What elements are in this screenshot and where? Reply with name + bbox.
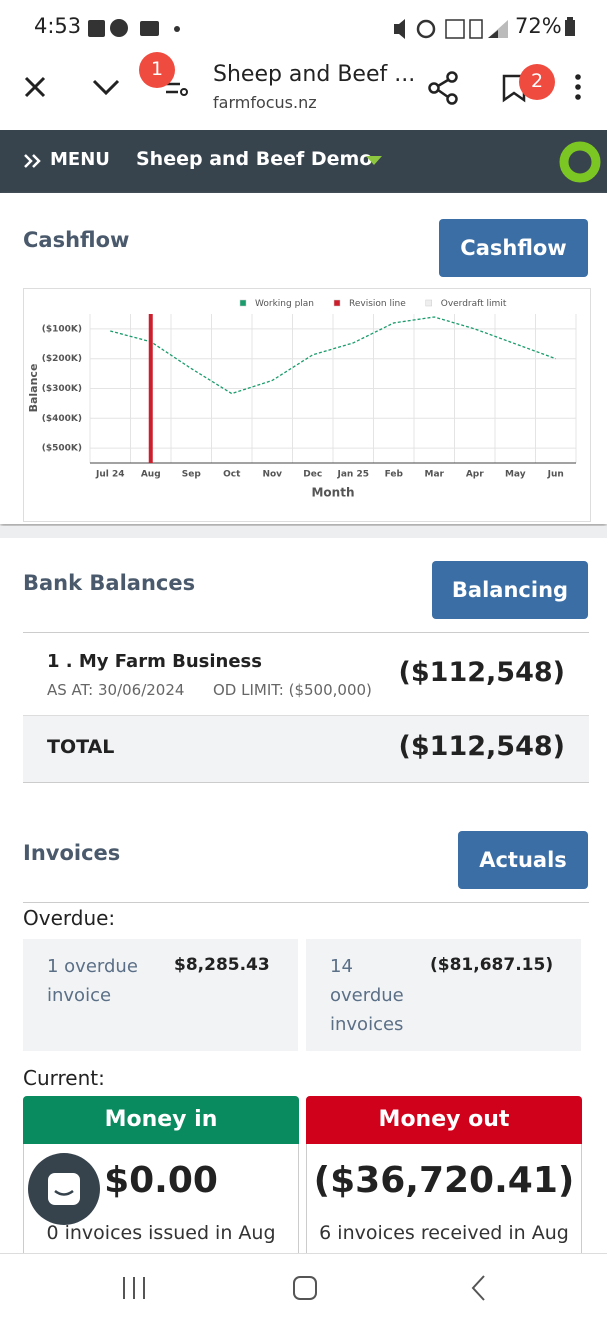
legend-swatch <box>333 299 341 307</box>
overdue-card <box>306 939 581 1051</box>
data-line <box>110 316 556 395</box>
badge-label: 1 <box>150 58 164 80</box>
battery-icon <box>565 17 575 36</box>
cashflow-chart: Balance Month ($100K) ($200K) ($300K) ($400… <box>23 288 591 522</box>
home-button[interactable] <box>293 1276 317 1300</box>
more-button[interactable] <box>575 74 581 100</box>
back-button[interactable] <box>471 1275 485 1301</box>
divider <box>23 632 589 633</box>
collapse-button[interactable] <box>92 79 120 96</box>
page-title: Sheep and Beef ... <box>213 62 416 87</box>
x-tick-label: Mar <box>425 470 445 480</box>
money-in-note: 0 invoices issued in Aug <box>46 1222 276 1244</box>
y-axis-title: Balance <box>27 364 40 413</box>
y-tick-label: ($200K) <box>42 354 82 364</box>
legend-label: Revision line <box>349 299 406 309</box>
recents-button[interactable] <box>123 1277 145 1299</box>
x-tick-label: Sep <box>182 470 202 480</box>
money-in-title: Money in <box>23 1096 299 1144</box>
total-balance: ($112,548) <box>398 731 565 762</box>
x-tick-label: May <box>505 470 526 480</box>
system-nav <box>0 1253 607 1325</box>
menu-button[interactable]: MENU <box>50 149 110 170</box>
overdue-amount: ($81,687.15) <box>430 955 554 975</box>
browser-toolbar <box>24 52 581 105</box>
money-out-title: Money out <box>306 1096 582 1144</box>
section-title: Invoices <box>23 841 121 865</box>
x-tick-label: Aug <box>141 470 161 480</box>
status-icons <box>88 19 180 37</box>
system-nav-icons <box>123 1275 485 1301</box>
close-button[interactable] <box>24 76 46 98</box>
share-button[interactable] <box>428 71 458 105</box>
legend-label: Working plan <box>255 299 314 309</box>
farm-selector[interactable]: Sheep and Beef Demo <box>136 148 373 170</box>
x-tick-label: Dec <box>303 470 322 480</box>
money-out-note: 6 invoices received in Aug <box>319 1222 569 1244</box>
x-tick-label: Jan 25 <box>337 470 370 480</box>
time: 4:53 <box>34 14 82 38</box>
x-tick-label: Nov <box>262 470 282 480</box>
status-indicator <box>559 141 601 183</box>
legend-swatch <box>239 299 247 307</box>
section-title: Cashflow <box>23 228 130 252</box>
overdue-label: Overdue: <box>23 906 116 930</box>
money-in-amount: $0.00 <box>104 1160 218 1201</box>
x-tick-label: Apr <box>466 470 484 480</box>
legend-label: Overdraft limit <box>441 299 507 309</box>
total-row <box>23 715 589 783</box>
tab-settings[interactable] <box>166 82 180 94</box>
x-axis-title: Month <box>311 486 354 500</box>
overdue-card <box>23 939 298 1051</box>
od-limit: OD LIMIT: ($500,000) <box>213 681 372 699</box>
y-tick-label: ($500K) <box>42 444 82 454</box>
x-tick-label: Jul 24 <box>95 470 125 480</box>
badge <box>139 52 175 88</box>
overdue-text: 14 overdue invoices <box>330 956 404 1035</box>
legend-swatch <box>425 299 432 307</box>
x-tick-label: Feb <box>385 470 404 480</box>
overdue-amount: $8,285.43 <box>174 955 270 975</box>
y-tick-label: ($100K) <box>42 324 82 334</box>
overdue-text: 1 overdue invoice <box>47 956 138 1006</box>
divider <box>23 902 589 903</box>
as-at: AS AT: 30/06/2024 <box>47 681 185 699</box>
page-url: farmfocus.nz <box>213 93 317 112</box>
y-tick-label: ($400K) <box>42 414 82 424</box>
y-tick-label: ($300K) <box>42 384 82 394</box>
badge-label: 2 <box>530 70 544 92</box>
x-tick-label: Oct <box>223 470 241 480</box>
account-name: 1 . My Farm Business <box>47 651 262 672</box>
battery: 72% <box>515 14 562 38</box>
dropdown-arrow <box>366 156 382 165</box>
menu-icon[interactable] <box>23 152 43 170</box>
total-label: TOTAL <box>47 736 115 758</box>
app-nav <box>0 130 607 193</box>
status-right-icons <box>394 19 508 39</box>
separator <box>0 526 607 538</box>
x-tick-label: Jun <box>547 470 564 480</box>
actuals-button[interactable]: Actuals <box>458 831 588 889</box>
current-label: Current: <box>23 1066 105 1090</box>
chat-button[interactable] <box>28 1153 100 1225</box>
section-title: Bank Balances <box>23 571 196 595</box>
account-balance: ($112,548) <box>398 657 565 688</box>
balancing-button[interactable]: Balancing <box>432 561 588 619</box>
badge <box>519 64 555 100</box>
cashflow-button[interactable]: Cashflow <box>439 219 588 277</box>
money-out-amount: ($36,720.41) <box>313 1160 575 1201</box>
